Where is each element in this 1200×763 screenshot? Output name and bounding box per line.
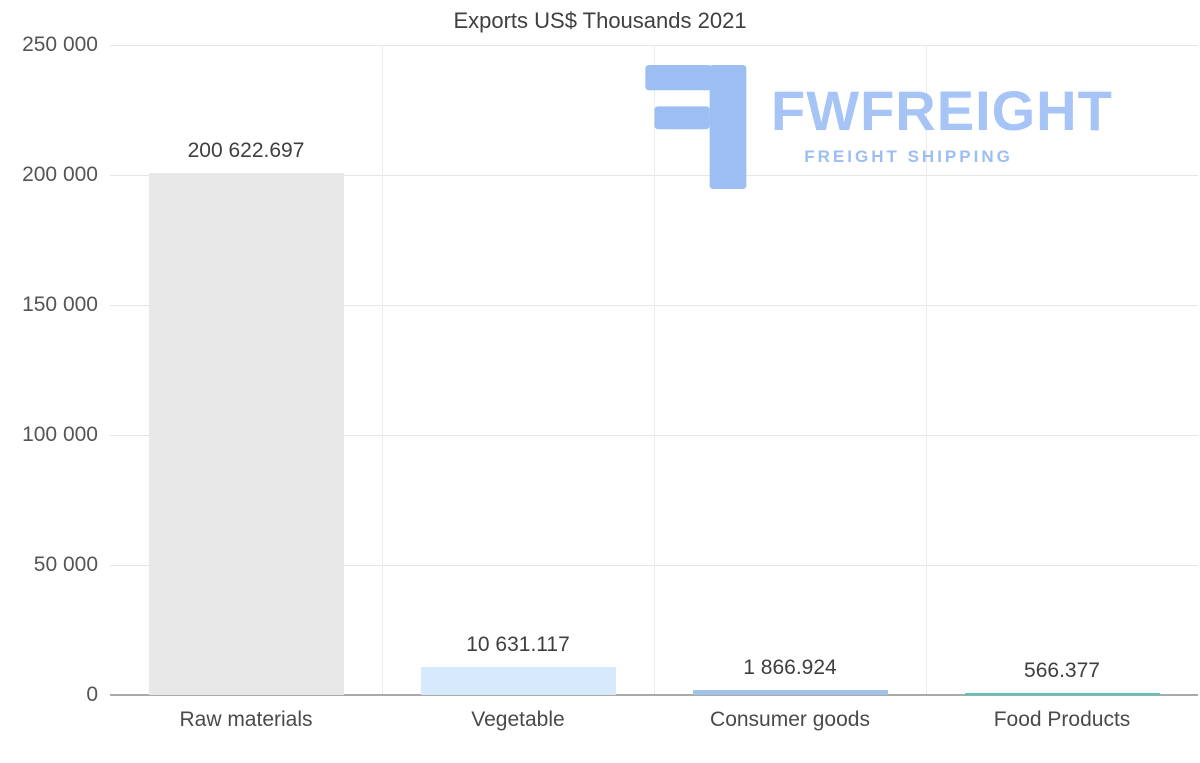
- v-gridline: [926, 45, 927, 695]
- y-axis-label: 0: [86, 683, 98, 706]
- bar-raw-materials[interactable]: [148, 173, 344, 695]
- y-axis-label: 50 000: [33, 553, 98, 576]
- bar-food-products[interactable]: [964, 693, 1160, 695]
- bar-value-label-food-products: 566.377: [1024, 659, 1100, 682]
- y-axis-label: 200 000: [22, 163, 98, 186]
- x-axis-label-food-products: Food Products: [993, 708, 1131, 731]
- y-axis-label: 250 000: [22, 33, 98, 56]
- bar-vegetable[interactable]: [420, 667, 616, 695]
- y-axis-label: 150 000: [22, 293, 98, 316]
- bar-value-label-vegetable: 10 631.117: [466, 633, 570, 657]
- x-axis-label-consumer-goods: Consumer goods: [710, 708, 870, 731]
- y-axis-label: 100 000: [22, 423, 98, 446]
- chart-title: Exports US$ Thousands 2021: [453, 8, 747, 33]
- x-axis-label-raw-materials: Raw materials: [179, 708, 313, 731]
- bar-value-label-raw-materials: 200 622.697: [187, 139, 305, 163]
- bar-value-label-consumer-goods: 1 866.924: [743, 656, 837, 680]
- bar-consumer-goods[interactable]: [692, 690, 888, 695]
- v-gridline: [654, 45, 655, 695]
- v-gridline: [382, 45, 383, 695]
- x-axis-line: [110, 694, 1198, 696]
- x-axis-label-vegetable: Vegetable: [471, 708, 565, 731]
